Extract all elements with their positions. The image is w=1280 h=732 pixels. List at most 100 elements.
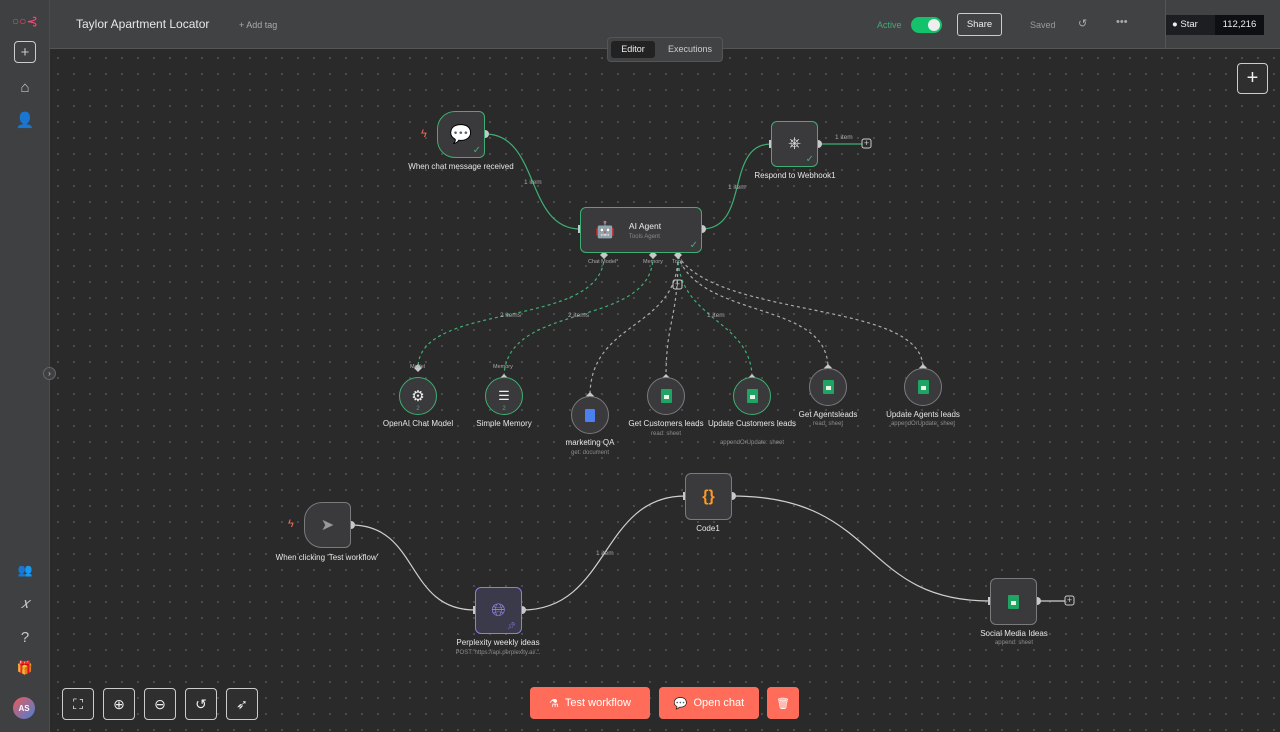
delete-button[interactable]: 🗑 [767, 687, 799, 719]
add-tag-button[interactable]: + Add tag [239, 20, 278, 30]
node-simple-memory[interactable]: ☰ 2 [485, 377, 523, 415]
cursor-sparkle-icon: ➶ [236, 695, 248, 712]
node-ai-agent[interactable]: 🤖 AI Agent Tools Agent ✓ [580, 207, 702, 253]
divider [1165, 0, 1166, 49]
node-label: Respond to Webhook1 [754, 171, 836, 180]
node-label: Update Customers leads [707, 419, 797, 428]
node-label: Get Agentsleads [798, 410, 858, 419]
port-label: Memory [643, 259, 663, 265]
cursor-icon: ➤ [320, 517, 335, 534]
edge-label: 2 items [500, 312, 521, 319]
reset-zoom-button[interactable]: ↺ [185, 688, 217, 720]
home-icon[interactable]: ⌂ [20, 78, 30, 96]
zoom-in-icon: ⊕ [113, 695, 125, 712]
node-label: OpenAI Chat Model [382, 419, 454, 428]
active-toggle[interactable] [911, 17, 942, 33]
add-node-button[interactable]: + [1066, 595, 1073, 605]
node-label: Perplexity weekly ideas [456, 638, 540, 647]
saved-status: Saved [1030, 20, 1056, 30]
edge-label: 1 item [835, 134, 853, 141]
node-manual-trigger[interactable]: ➤ [304, 502, 351, 548]
node-subtitle: POST: https://api.perplexity.ai/... [455, 650, 541, 656]
openai-icon: ⚙ [411, 388, 425, 405]
robot-icon: 🤖 [595, 222, 615, 239]
test-workflow-button[interactable]: ⚗ Test workflow [530, 687, 650, 719]
sidebar: ○○ ⊰ + ⌂ 👤 👥 𝑥 ? 🎁 AS [0, 0, 50, 732]
n8n-logo-icon[interactable]: ○○ ⊰ [11, 12, 39, 29]
node-perplexity-weekly-ideas[interactable]: 🌐︎ 📌︎ [475, 587, 522, 634]
node-label: When chat message received [408, 162, 514, 171]
add-tool-button[interactable]: + [674, 279, 681, 289]
edge-getag [677, 255, 829, 369]
variables-icon[interactable]: 𝑥 [20, 596, 30, 612]
node-subtitle: Tools Agent [628, 233, 660, 240]
edge-label: 1 item [728, 184, 746, 191]
zoom-in-button[interactable]: ⊕ [103, 688, 135, 720]
node-get-agentsleads[interactable] [809, 368, 847, 406]
port-label: Chat Model* [588, 259, 619, 265]
edge-getcust [665, 255, 679, 379]
help-icon[interactable]: ? [20, 628, 30, 646]
edge-perplexity-code [521, 495, 686, 611]
history-icon[interactable]: ↺ [1078, 18, 1088, 30]
edge-agent-webhook [701, 143, 772, 230]
fit-view-button[interactable]: ⛶ [62, 688, 94, 720]
node-subtitle: read: sheet [812, 421, 844, 427]
node-get-customers-leads[interactable] [647, 377, 685, 415]
github-star-label: Star [1180, 19, 1198, 30]
pin-icon: 📌︎ [507, 623, 516, 630]
google-sheets-icon [746, 389, 758, 403]
tidy-up-button[interactable]: ➶ [226, 688, 258, 720]
node-respond-webhook[interactable]: ⎈ ✓ [771, 121, 818, 167]
add-node-panel-button[interactable]: + [1237, 63, 1268, 94]
undo-icon: ↺ [195, 695, 207, 712]
add-node-button[interactable]: + [863, 138, 870, 148]
workflow-title[interactable]: Taylor Apartment Locator [76, 17, 210, 31]
gift-icon[interactable]: 🎁 [16, 660, 34, 675]
users-icon[interactable]: 👥 [17, 563, 33, 577]
edge-label: 2 items [568, 312, 589, 319]
node-social-media-ideas[interactable] [990, 578, 1037, 625]
trigger-bolt-icon: ϟ [288, 518, 294, 530]
zoom-out-button[interactable]: ⊖ [144, 688, 176, 720]
open-chat-button[interactable]: 💬 Open chat [659, 687, 759, 719]
globe-icon: 🌐︎ [491, 600, 506, 620]
tab-editor[interactable]: Editor [611, 41, 655, 58]
node-update-agents-leads[interactable] [904, 368, 942, 406]
node-label: Social Media Ideas [980, 629, 1048, 638]
node-subtitle: get: document [570, 450, 610, 456]
expand-sidebar-button[interactable]: › [43, 367, 56, 380]
node-openai-chat-model[interactable]: ⚙ 2 [399, 377, 437, 415]
node-marketing-qa[interactable] [571, 396, 609, 434]
github-star-button[interactable]: ● Star [1166, 15, 1215, 35]
run-count: 2 [502, 406, 506, 412]
edge-label: 1 item [596, 550, 614, 557]
node-update-customers-leads[interactable] [733, 377, 771, 415]
add-icon[interactable]: + [14, 41, 36, 63]
edge-model [417, 255, 605, 369]
node-chat-trigger[interactable]: 💬 ✓ [437, 111, 485, 158]
user-icon[interactable]: 👤 [15, 112, 35, 129]
run-count: 2 [416, 406, 420, 412]
edge-qa [589, 255, 679, 397]
port-label: Model [410, 364, 425, 370]
node-code1[interactable]: {} [685, 473, 732, 520]
share-button[interactable]: Share [957, 13, 1002, 36]
github-icon: ● [1172, 19, 1178, 30]
edge-updag [677, 255, 924, 369]
trash-icon: 🗑 [776, 697, 790, 710]
open-chat-label: Open chat [693, 697, 745, 709]
fullscreen-icon: ⛶ [73, 695, 83, 712]
google-sheets-icon [1008, 594, 1019, 609]
edge-label: 1 item [707, 312, 725, 319]
node-subtitle: appendOrUpdate: sheet [890, 421, 956, 427]
more-options-icon[interactable]: ••• [1116, 16, 1128, 28]
tab-executions[interactable]: Executions [667, 44, 713, 54]
node-label: AI Agent [628, 220, 662, 231]
google-sheets-icon [822, 380, 834, 394]
port-label: Tool [672, 259, 683, 265]
edge-updcust [677, 255, 753, 379]
trigger-bolt-icon: ϟ [421, 128, 427, 140]
avatar[interactable]: AS [13, 697, 35, 719]
